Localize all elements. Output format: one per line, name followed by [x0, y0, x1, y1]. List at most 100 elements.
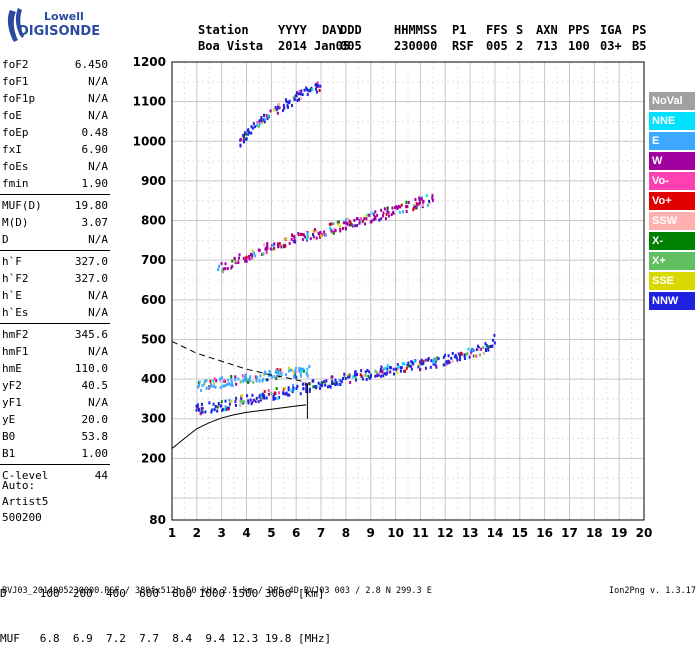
param-row: foF2 6.450	[0, 56, 112, 73]
trace-point	[367, 374, 370, 378]
param-value: 1.00	[81, 447, 109, 460]
header-value: 005	[340, 39, 362, 53]
trace-point	[299, 97, 302, 101]
trace-point	[319, 383, 322, 387]
trace-point	[306, 232, 309, 236]
trace-f2-o-trace	[195, 333, 496, 416]
trace-point	[318, 89, 321, 93]
trace-point	[316, 81, 319, 85]
legend-item: SSW	[649, 212, 695, 230]
y-tick-label: 800	[141, 214, 166, 228]
trace-point	[394, 206, 397, 210]
y-tick-label: 700	[141, 253, 166, 267]
trace-point	[405, 209, 408, 213]
trace-point	[369, 220, 372, 224]
trace-point	[478, 348, 481, 352]
x-tick-label: 9	[367, 526, 375, 540]
trace-point	[412, 208, 415, 212]
trace-point	[332, 222, 335, 226]
trace-point	[421, 203, 424, 207]
trace-point	[233, 256, 236, 260]
trace-point	[396, 363, 399, 367]
param-value: N/A	[88, 75, 108, 88]
trace-point	[397, 365, 400, 369]
trace-point	[395, 367, 398, 371]
trace-point	[328, 222, 331, 226]
trace-point	[315, 90, 318, 94]
trace-point	[219, 404, 222, 408]
header-label: IGA	[600, 23, 622, 37]
y-tick-label: 80	[149, 513, 166, 527]
trace-point	[432, 198, 435, 202]
trace-point	[361, 377, 364, 381]
trace-point	[302, 233, 305, 237]
trace-point	[282, 392, 285, 396]
trace-point	[418, 362, 421, 366]
trace-point	[297, 98, 300, 102]
trace-point	[337, 222, 340, 226]
trace-point	[237, 377, 240, 381]
header-value: 2	[516, 39, 524, 53]
trace-point	[377, 373, 380, 377]
trace-point	[478, 353, 481, 357]
x-tick-label: 19	[611, 526, 628, 540]
trace-point	[331, 379, 334, 383]
chart-traces	[195, 81, 496, 416]
trace-point	[273, 375, 276, 379]
trace-point	[277, 372, 280, 376]
trace-point	[263, 117, 266, 121]
trace-point	[299, 92, 302, 96]
trace-point	[445, 360, 448, 364]
trace-point	[317, 84, 320, 88]
trace-point	[260, 396, 263, 400]
trace-point	[422, 199, 425, 203]
trace-point	[340, 380, 343, 384]
trace-point	[258, 119, 261, 123]
density-profile-line	[171, 404, 307, 449]
trace-point	[330, 231, 333, 235]
trace-point	[418, 201, 421, 205]
trace-point	[212, 384, 215, 388]
x-tick-label: 17	[561, 526, 578, 540]
trace-point	[221, 270, 224, 274]
trace-point	[358, 221, 361, 225]
param-value: 40.5	[81, 379, 109, 392]
trace-point	[359, 217, 362, 221]
trace-point	[312, 385, 315, 389]
trace-point	[334, 378, 337, 382]
trace-point	[464, 357, 467, 361]
trace-point	[446, 361, 449, 365]
trace-point	[262, 118, 265, 122]
trace-point	[294, 240, 297, 244]
trace-point	[283, 386, 286, 390]
trace-point	[342, 221, 345, 225]
trace-point	[493, 333, 496, 337]
trace-point	[435, 365, 438, 369]
trace-point	[412, 362, 415, 366]
trace-point	[283, 243, 286, 247]
trace-point	[209, 382, 212, 386]
trace-point	[457, 352, 460, 356]
param-value: 327.0	[74, 255, 108, 268]
trace-point	[201, 410, 204, 414]
param-label: fxI	[2, 143, 22, 156]
d-label: D	[0, 587, 7, 600]
trace-point	[377, 371, 380, 375]
trace-point	[269, 109, 272, 113]
trace-point	[218, 377, 221, 381]
trace-point	[309, 89, 312, 93]
trace-point	[382, 374, 385, 378]
trace-point	[221, 408, 224, 412]
trace-point	[217, 401, 220, 405]
logo-line1: Lowell	[44, 10, 84, 23]
trace-point	[375, 371, 378, 375]
x-tick-label: 20	[636, 526, 653, 540]
trace-point	[295, 386, 298, 390]
param-value: N/A	[88, 345, 108, 358]
trace-point	[409, 364, 412, 368]
trace-point	[291, 390, 294, 394]
trace-point	[348, 219, 351, 223]
trace-point	[272, 397, 275, 401]
param-label: MUF(D)	[2, 199, 42, 212]
param-separator	[0, 250, 110, 251]
